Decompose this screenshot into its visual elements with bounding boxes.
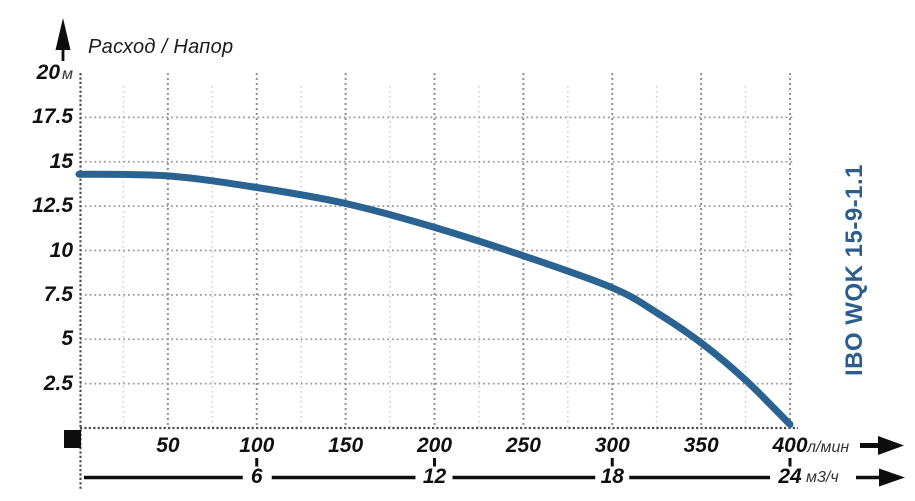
chart-title: Расход / Напор [88, 36, 234, 58]
x2-tick-label: 6 [250, 465, 263, 488]
product-model-label: IBO WQK 15-9-1.1 [841, 163, 868, 377]
y-axis-unit: м [62, 66, 73, 83]
secondary-tick [255, 458, 259, 467]
x-tick-label: 200 [416, 434, 453, 457]
up-arrow-icon [55, 18, 71, 61]
y-tick-label: 20 м [0, 60, 73, 86]
x-tick-label: 350 [683, 434, 719, 457]
x-tick-label: 250 [505, 434, 541, 457]
secondary-tick [433, 458, 436, 467]
y-tick-label: 10 [49, 238, 73, 262]
x-tick-label: 400 [772, 434, 808, 457]
origin-square [64, 430, 81, 448]
x2-tick-label: 18 [600, 465, 624, 488]
secondary-tick [788, 458, 792, 467]
x-tick-label: 100 [239, 434, 275, 457]
x-tick-label: 300 [594, 434, 630, 457]
y-tick-label: 5 [61, 327, 73, 351]
y-tick-label: 7.5 [43, 282, 73, 306]
y-tick-label: 17.5 [32, 105, 73, 129]
right-arrow-icon [878, 436, 904, 455]
right-arrow-icon [879, 468, 905, 487]
y-tick-label: 15 [49, 149, 73, 173]
y-tick-label: 12.5 [32, 194, 73, 218]
pump-curve [75, 170, 794, 428]
x2-tick-label: 12 [422, 465, 447, 488]
secondary-tick [610, 458, 614, 467]
x-axis-primary-unit: л/мин [807, 439, 850, 456]
x-axis-secondary-unit: м3/ч [806, 469, 839, 486]
y-tick-label: 2.5 [43, 371, 73, 395]
y-tick-value: 20 [36, 61, 61, 84]
x2-tick-label: 24 [778, 465, 802, 488]
x-tick-label: 150 [328, 434, 364, 457]
x-tick-label: 50 [156, 434, 180, 457]
